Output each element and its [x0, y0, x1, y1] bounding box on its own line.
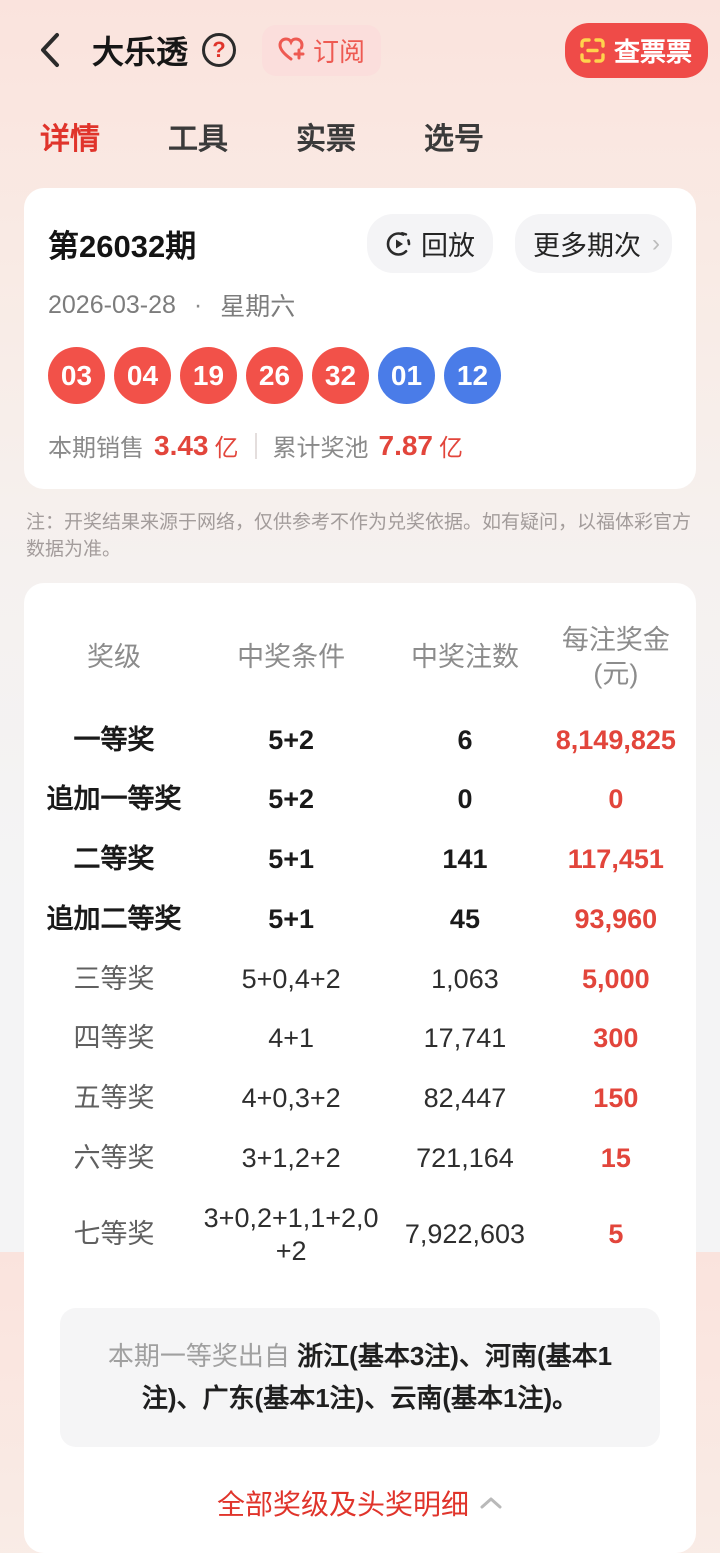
table-header-cell: 中奖条件 — [237, 641, 346, 672]
table-row: 二等奖 5+1 141 117,451 — [32, 830, 688, 890]
check-ticket-label: 查票票 — [613, 36, 692, 67]
table-cell-count: 1,063 — [431, 963, 499, 994]
help-icon[interactable]: ? — [202, 33, 237, 67]
table-cell-count: 17,741 — [423, 1023, 507, 1054]
table-cell-prize: 5 — [608, 1219, 624, 1250]
table-cell-prize: 15 — [600, 1142, 631, 1173]
table-cell-cond: 3+0,2+1,1+2,0+2 — [203, 1202, 379, 1267]
prize-table-card: 奖级 中奖条件 中奖注数 每注奖金(元) 一等奖 5+2 6 8,149,825 追加一等奖 5… — [24, 583, 696, 1553]
table-cell-level: 一等奖 — [73, 724, 155, 755]
table-cell-level: 七等奖 — [73, 1219, 155, 1250]
pool-label: 累计奖池 — [272, 435, 369, 462]
table-cell-count: 721,164 — [416, 1142, 514, 1173]
lottery-ball: 12 — [444, 347, 501, 404]
lottery-ball: 19 — [180, 347, 237, 404]
table-cell-prize: 300 — [593, 1023, 639, 1054]
tab-bar: 详情 工具 实票 选号 — [0, 114, 720, 158]
back-icon[interactable] — [30, 30, 70, 70]
table-cell-level: 三等奖 — [73, 963, 155, 994]
table-cell-cond: 3+1,2+2 — [241, 1142, 341, 1173]
subscribe-label: 订阅 — [313, 36, 366, 67]
table-cell-cond: 5+0,4+2 — [241, 963, 341, 994]
replay-icon — [385, 230, 412, 257]
lottery-ball: 03 — [48, 347, 105, 404]
draw-date: 2026-03-28 · 星期六 — [48, 290, 296, 322]
all-prize-detail-link[interactable]: 全部奖级及头奖明细 — [32, 1483, 688, 1523]
table-row: 四等奖 4+1 17,741 300 — [32, 1009, 688, 1069]
table-cell-prize: 0 — [608, 784, 624, 815]
page-title: 大乐透 — [92, 34, 189, 70]
table-cell-prize: 150 — [593, 1083, 639, 1113]
table-cell-level: 五等奖 — [73, 1083, 155, 1113]
table-cell-prize: 117,451 — [567, 844, 664, 874]
tab-real-tickets[interactable]: 实票 — [296, 123, 356, 156]
table-cell-level: 二等奖 — [73, 844, 155, 874]
table-cell-level: 六等奖 — [73, 1142, 155, 1173]
replay-label: 回放 — [421, 231, 475, 261]
lottery-ball: 04 — [114, 347, 171, 404]
more-periods-button[interactable]: 更多期次 › — [515, 214, 672, 273]
table-cell-cond: 4+0,3+2 — [241, 1083, 341, 1113]
divider — [254, 432, 257, 459]
table-cell-count: 0 — [457, 784, 473, 815]
pool-value: 7.87 — [378, 429, 434, 461]
tab-pick-numbers[interactable]: 选号 — [424, 123, 484, 156]
table-cell-cond: 5+2 — [268, 784, 315, 815]
lottery-ball: 26 — [246, 347, 303, 404]
check-ticket-button[interactable]: 查票票 — [564, 22, 708, 78]
all-prize-detail-label: 全部奖级及头奖明细 — [216, 1489, 469, 1521]
table-cell-prize: 93,960 — [574, 903, 658, 934]
table-cell-cond: 4+1 — [268, 1023, 315, 1054]
more-periods-label: 更多期次 — [533, 231, 641, 261]
table-cell-cond: 5+1 — [268, 844, 315, 874]
table-cell-count: 82,447 — [423, 1083, 507, 1113]
tab-tools[interactable]: 工具 — [168, 123, 228, 156]
table-header-cell: 中奖注数 — [410, 641, 519, 672]
table-cell-count: 141 — [442, 844, 488, 874]
table-cell-level: 追加一等奖 — [46, 784, 182, 815]
table-header-cell: 奖级 — [87, 641, 141, 672]
table-cell-count: 45 — [449, 903, 480, 934]
chevron-right-icon: › — [652, 229, 660, 257]
scan-ticket-icon — [579, 37, 606, 64]
sales-pool-row: 本期销售 3.43 亿 累计奖池 7.87 亿 — [48, 428, 672, 463]
table-cell-cond: 5+1 — [268, 903, 315, 934]
table-row: 追加二等奖 5+1 45 93,960 — [32, 890, 688, 950]
table-cell-level: 追加二等奖 — [46, 903, 182, 934]
disclaimer-note: 注：开奖结果来源于网络，仅供参考不作为兑奖依据。如有疑问，以福体彩官方数据为准。 — [26, 512, 692, 560]
sales-value: 3.43 — [154, 429, 209, 461]
table-row: 追加一等奖 5+2 0 0 — [32, 770, 688, 830]
table-cell-count: 7,922,603 — [404, 1219, 526, 1250]
draw-result-card: 第26032期 回放 更多期次 › 2026-03-28 · 星期六 03 04 1… — [24, 188, 696, 489]
table-row: 三等奖 5+0,4+2 1,063 5,000 — [32, 950, 688, 1010]
table-cell-cond: 5+2 — [268, 724, 315, 755]
replay-button[interactable]: 回放 — [367, 214, 493, 273]
table-cell-count: 6 — [457, 724, 473, 755]
table-row: 七等奖 3+0,2+1,1+2,0+2 7,922,603 5 — [32, 1189, 688, 1283]
table-cell-prize: 5,000 — [582, 963, 650, 994]
sales-label: 本期销售 — [48, 435, 144, 462]
table-cell-prize: 8,149,825 — [555, 724, 676, 755]
tab-details[interactable]: 详情 — [40, 123, 100, 156]
table-row: 一等奖 5+2 6 8,149,825 — [32, 711, 688, 771]
sales-unit: 亿 — [214, 435, 239, 462]
table-cell-level: 四等奖 — [73, 1023, 155, 1054]
winners-label: 本期一等奖出自 — [107, 1341, 290, 1371]
table-row: 五等奖 4+0,3+2 82,447 150 — [32, 1069, 688, 1129]
app-header: 大乐透 ? 订阅 查票票 — [0, 0, 720, 78]
ball-row: 03 04 19 26 32 01 12 — [48, 347, 672, 404]
table-header-cell: 每注奖金(元) — [561, 625, 670, 689]
chevron-up-icon — [479, 1495, 503, 1511]
subscribe-button[interactable]: 订阅 — [262, 24, 382, 76]
table-header-row: 奖级 中奖条件 中奖注数 每注奖金(元) — [32, 611, 688, 711]
lottery-ball: 32 — [312, 347, 369, 404]
heart-plus-icon — [278, 37, 306, 63]
table-row: 六等奖 3+1,2+2 721,164 15 — [32, 1129, 688, 1189]
lottery-ball: 01 — [378, 347, 435, 404]
draw-period: 第26032期 — [48, 229, 197, 264]
first-prize-winners-box: 本期一等奖出自 浙江(基本3注)、河南(基本1注)、广东(基本1注)、云南(基本… — [60, 1308, 660, 1448]
table-body: 一等奖 5+2 6 8,149,825 追加一等奖 5+2 0 0 二等奖 5+1 141 117,4… — [32, 711, 688, 1283]
pool-unit: 亿 — [439, 435, 463, 462]
